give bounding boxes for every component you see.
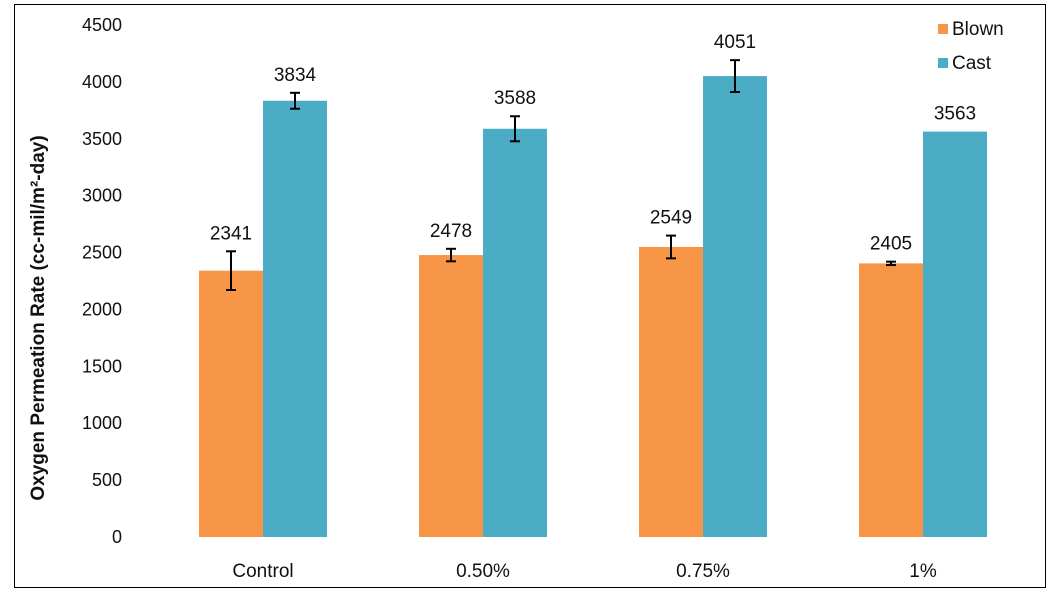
data-label: 2549 — [650, 208, 692, 229]
bar-cast — [703, 76, 767, 538]
bar-blown — [859, 263, 923, 537]
y-axis-label: Oxygen Permeation Rate (cc-mil/m²-day) — [28, 135, 49, 500]
y-tick-label: 3500 — [82, 129, 122, 149]
legend-label: Cast — [952, 53, 992, 74]
bar-cast — [263, 100, 327, 537]
data-label: 3834 — [274, 65, 317, 86]
y-tick-label: 4000 — [82, 72, 122, 92]
y-tick-label: 500 — [92, 470, 122, 490]
x-category-label: Control — [232, 561, 293, 582]
data-label: 2341 — [210, 223, 252, 244]
x-category-label: 1% — [909, 561, 937, 582]
y-tick-label: 4500 — [82, 15, 122, 35]
legend-swatch — [938, 58, 948, 68]
y-tick-label: 0 — [112, 527, 122, 547]
y-tick-label: 2500 — [82, 243, 122, 263]
data-label: 3588 — [494, 88, 536, 109]
bar-cast — [923, 131, 987, 537]
legend-label: Blown — [952, 19, 1004, 40]
y-tick-label: 3000 — [82, 186, 122, 206]
bar-blown — [199, 270, 263, 537]
y-axis-ticks: 0 500 1000 1500 2000 2500 3000 3500 4000 4500 — [82, 15, 122, 547]
data-label: 2478 — [430, 221, 472, 242]
y-tick-label: 1500 — [82, 356, 122, 376]
legend-swatch — [938, 24, 948, 34]
bars: 2341 3834 2478 3588 2549 4051 2405 3563 — [199, 32, 987, 538]
legend: Blown Cast — [938, 19, 1004, 74]
bar-blown — [639, 246, 703, 537]
x-category-label: 0.75% — [676, 561, 730, 582]
x-axis-categories: Control 0.50% 0.75% 1% — [232, 561, 936, 582]
bar-blown — [419, 255, 483, 538]
y-tick-label: 1000 — [82, 413, 122, 433]
data-label: 2405 — [870, 234, 912, 255]
data-label: 4051 — [714, 32, 756, 53]
y-tick-label: 2000 — [82, 299, 122, 319]
data-label: 3563 — [934, 104, 976, 125]
x-category-label: 0.50% — [456, 561, 510, 582]
bar-cast — [483, 128, 547, 538]
